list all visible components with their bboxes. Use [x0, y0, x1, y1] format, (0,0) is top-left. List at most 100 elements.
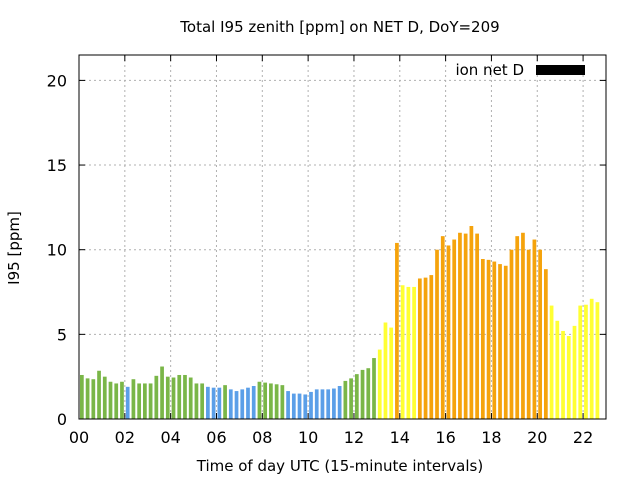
- bar: [269, 383, 273, 419]
- bar: [85, 378, 90, 419]
- bar: [125, 386, 130, 419]
- bar: [435, 249, 439, 419]
- x-tick-label: 06: [206, 428, 226, 447]
- bar: [377, 349, 382, 419]
- bar: [509, 249, 514, 419]
- bar: [503, 265, 508, 419]
- bar: [120, 381, 124, 419]
- bar: [188, 377, 193, 419]
- bar: [332, 388, 336, 419]
- bar: [286, 391, 290, 419]
- y-tick-label: 0: [57, 410, 67, 429]
- bar: [521, 232, 525, 419]
- bar: [211, 387, 216, 419]
- bar: [228, 389, 233, 419]
- x-tick-label: 12: [344, 428, 364, 447]
- bar: [400, 285, 405, 419]
- bar: [165, 376, 170, 419]
- bar: [160, 366, 164, 419]
- bar: [412, 286, 416, 419]
- bar: [366, 368, 371, 419]
- bar: [492, 261, 497, 419]
- bar: [297, 393, 302, 419]
- x-tick-label: 04: [160, 428, 180, 447]
- bar: [561, 330, 565, 419]
- bar: [417, 278, 422, 419]
- bar: [543, 269, 548, 419]
- x-tick-label: 10: [298, 428, 318, 447]
- bar: [206, 386, 210, 419]
- bar: [578, 305, 583, 419]
- bar: [595, 302, 600, 419]
- x-tick-label: 18: [481, 428, 501, 447]
- bar: [257, 381, 262, 419]
- bar: [303, 394, 308, 419]
- x-tick-label: 22: [573, 428, 593, 447]
- bar-series: [80, 226, 600, 419]
- bar: [423, 277, 428, 419]
- bar: [354, 374, 359, 419]
- y-axis: 0 5 10 15 20: [47, 71, 606, 429]
- bar: [200, 383, 205, 419]
- bar: [440, 236, 445, 419]
- y-axis-title: I95 [ppm]: [5, 211, 23, 285]
- x-axis: 00 02 04 06 08 10 12 14 16 18 20 22: [69, 55, 593, 447]
- bar: [137, 383, 142, 419]
- bar: [526, 249, 531, 419]
- legend-swatch: [536, 65, 585, 75]
- bar: [183, 374, 187, 419]
- bar: [263, 382, 268, 419]
- bar: [452, 239, 457, 419]
- bar: [469, 226, 474, 419]
- bar: [463, 233, 468, 419]
- bar: [314, 389, 319, 419]
- chart-title: Total I95 zenith [ppm] on NET D, DoY=209: [179, 18, 499, 36]
- bar: [480, 259, 485, 419]
- bar: [246, 387, 250, 419]
- bar: [171, 377, 176, 419]
- bar: [549, 305, 554, 419]
- bar: [349, 378, 353, 419]
- x-tick-label: 16: [435, 428, 455, 447]
- bar: [498, 264, 502, 419]
- bar: [326, 389, 331, 419]
- bar: [91, 379, 96, 419]
- bar: [446, 245, 451, 419]
- legend: ion net D: [455, 61, 585, 79]
- bar: [360, 369, 365, 419]
- bar: [555, 320, 560, 419]
- bar: [217, 387, 222, 419]
- bar: [486, 259, 491, 419]
- y-tick-label: 20: [47, 71, 67, 90]
- bar: [131, 379, 136, 419]
- y-tick-label: 5: [57, 325, 67, 344]
- bar: [274, 384, 279, 419]
- bar: [194, 383, 199, 419]
- bar: [148, 383, 153, 419]
- bar: [458, 232, 462, 419]
- bar: [234, 391, 239, 419]
- plot-frame: [78, 54, 607, 420]
- bar: [143, 383, 147, 419]
- bar: [572, 325, 577, 419]
- bar: [429, 275, 434, 419]
- bar: [280, 385, 285, 419]
- bar: [291, 393, 296, 419]
- x-tick-label: 00: [69, 428, 89, 447]
- legend-label: ion net D: [455, 61, 524, 79]
- bar: [389, 327, 394, 419]
- bar: [372, 358, 376, 419]
- bar: [538, 249, 542, 419]
- y-tick-label: 15: [47, 156, 67, 175]
- bar: [154, 375, 159, 419]
- bar: [584, 304, 588, 419]
- bar: [97, 370, 101, 419]
- x-axis-title: Time of day UTC (15-minute intervals): [196, 457, 483, 475]
- x-tick-label: 20: [527, 428, 547, 447]
- grid-lines: [79, 55, 606, 419]
- x-tick-label: 14: [390, 428, 410, 447]
- bar: [566, 336, 571, 419]
- bar: [251, 385, 256, 419]
- bar: [343, 380, 348, 419]
- bar: [320, 389, 325, 419]
